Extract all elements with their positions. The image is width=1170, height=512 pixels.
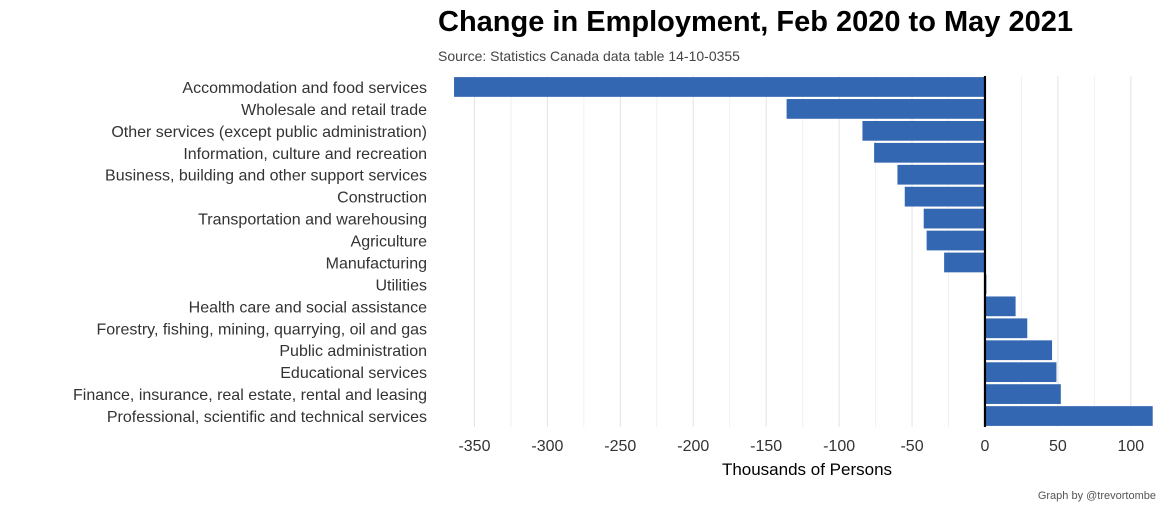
category-label: Transportation and warehousing	[198, 212, 427, 229]
bar	[923, 208, 985, 229]
chart-caption: Graph by @trevortombe	[1037, 490, 1156, 502]
category-label: Educational services	[280, 365, 427, 382]
chart-subtitle: Source: Statistics Canada data table 14-…	[438, 48, 740, 64]
category-label: Information, culture and recreation	[183, 146, 427, 163]
bar	[984, 384, 1061, 404]
category-label: Health care and social assistance	[189, 299, 427, 316]
x-tick-label: -200	[677, 438, 709, 455]
category-label: Forestry, fishing, mining, quarrying, oi…	[96, 321, 427, 338]
x-axis-title: Thousands of Persons	[722, 460, 892, 479]
x-tick-label: -100	[823, 438, 855, 455]
x-tick-label: 50	[1049, 438, 1067, 455]
bar	[984, 362, 1057, 383]
grid-lines	[473, 76, 1132, 427]
bar	[926, 230, 985, 251]
bar	[944, 252, 985, 273]
x-tick-label: -300	[531, 438, 563, 455]
x-tick-label: -50	[900, 438, 923, 455]
bar	[984, 318, 1028, 339]
category-labels: Accommodation and food services Wholesale…	[73, 80, 427, 426]
category-label: Public administration	[279, 343, 427, 360]
x-tick-label: -350	[458, 438, 490, 455]
bar	[984, 296, 1016, 317]
category-label: Construction	[337, 190, 427, 207]
category-label: Manufacturing	[326, 255, 427, 272]
bar	[897, 164, 985, 185]
bars	[454, 77, 1153, 426]
x-tick-label: -150	[750, 438, 782, 455]
chart-title: Change in Employment, Feb 2020 to May 20…	[438, 6, 1073, 38]
bar	[904, 186, 985, 207]
bar	[984, 406, 1153, 426]
x-tick-label: 100	[1117, 438, 1144, 455]
bar	[874, 142, 985, 163]
bar	[786, 99, 985, 119]
bar	[454, 77, 985, 97]
x-tick-labels: -350 -300 -250 -200 -150 -100 -50 0 50 100	[458, 438, 1144, 455]
x-tick-label: -250	[604, 438, 636, 455]
category-label: Finance, insurance, real estate, rental …	[73, 387, 427, 404]
category-label: Wholesale and retail trade	[241, 102, 427, 119]
category-label: Business, building and other support ser…	[105, 168, 427, 185]
x-tick-label: 0	[981, 438, 990, 455]
category-label: Utilities	[375, 277, 427, 294]
category-label: Accommodation and food services	[182, 80, 427, 97]
category-label: Professional, scientific and technical s…	[107, 409, 427, 426]
bar	[984, 340, 1053, 361]
category-label: Agriculture	[351, 234, 428, 251]
bar	[862, 120, 985, 141]
category-label: Other services (except public administra…	[111, 124, 427, 141]
